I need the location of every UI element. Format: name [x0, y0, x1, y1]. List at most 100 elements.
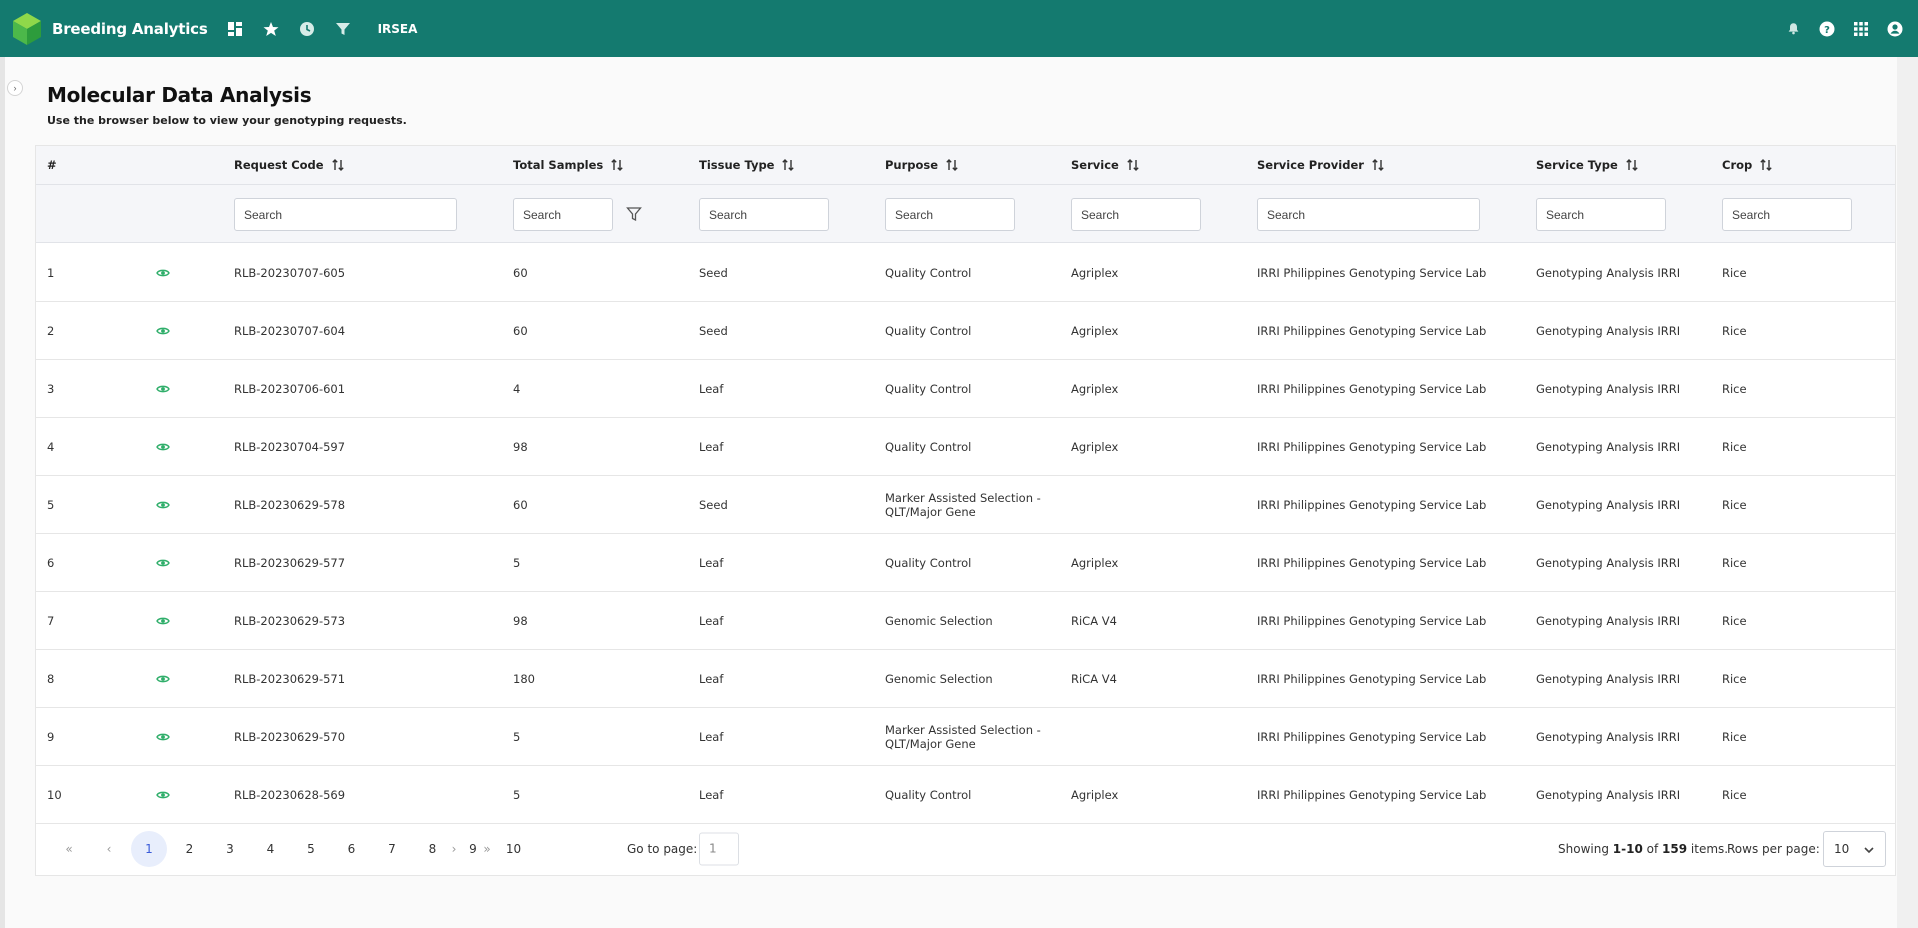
apps-grid-icon[interactable]: [1852, 20, 1870, 38]
cell-purpose: Genomic Selection: [885, 613, 993, 628]
view-eye-icon[interactable]: [156, 558, 170, 568]
column-header-service[interactable]: Service: [1071, 158, 1140, 172]
cell-total-samples: 180: [513, 671, 535, 686]
sort-icon[interactable]: [1371, 158, 1385, 172]
sort-icon[interactable]: [610, 158, 624, 172]
table-row: 1 RLB-20230707-605 60 Seed Quality Control Ag…: [36, 244, 1895, 302]
view-eye-icon[interactable]: [156, 732, 170, 742]
sidebar-expand-icon[interactable]: ›: [7, 80, 23, 96]
page-button-1[interactable]: 1: [131, 830, 167, 867]
last-page-button[interactable]: »: [483, 841, 491, 856]
sort-icon[interactable]: [781, 158, 795, 172]
app-title[interactable]: Breeding Analytics: [52, 19, 208, 38]
column-header-total-samples[interactable]: Total Samples: [513, 158, 624, 172]
account-icon[interactable]: [1886, 20, 1904, 38]
search-input-purpose[interactable]: [885, 198, 1015, 231]
cell-service-provider: IRRI Philippines Genotyping Service Lab: [1257, 729, 1487, 744]
goto-page-input[interactable]: [699, 832, 739, 865]
cell-index: 2: [47, 323, 55, 338]
column-header-purpose[interactable]: Purpose: [885, 158, 959, 172]
header-divider: [36, 184, 1895, 185]
view-eye-icon[interactable]: [156, 674, 170, 684]
cell-total-samples: 60: [513, 265, 528, 280]
table-row: 8 RLB-20230629-571 180 Leaf Genomic Selectio…: [36, 650, 1895, 708]
filter-icon[interactable]: [334, 20, 352, 38]
genotyping-requests-table: # Request Code Total Samples Tissue Type Pur…: [35, 145, 1896, 876]
view-eye-icon[interactable]: [156, 384, 170, 394]
sort-icon[interactable]: [331, 158, 345, 172]
showing-summary: Showing 1-10 of 159 items.: [1558, 842, 1728, 856]
cell-service-provider: IRRI Philippines Genotyping Service Lab: [1257, 497, 1487, 512]
app-logo-icon[interactable]: [9, 11, 45, 47]
sort-icon[interactable]: [1126, 158, 1140, 172]
page-button-2[interactable]: 2: [185, 841, 194, 856]
cell-service-provider: IRRI Philippines Genotyping Service Lab: [1257, 381, 1487, 396]
sort-icon[interactable]: [945, 158, 959, 172]
search-input-tissue-type[interactable]: [699, 198, 829, 231]
column-header-tissue-type[interactable]: Tissue Type: [699, 158, 795, 172]
cell-service-type: Genotyping Analysis IRRI: [1536, 787, 1681, 802]
rows-per-page-label: Rows per page:: [1727, 841, 1820, 856]
search-input-service[interactable]: [1071, 198, 1201, 231]
cell-request-code: RLB-20230704-597: [234, 439, 346, 454]
cell-index: 5: [47, 497, 55, 512]
cell-service: Agriplex: [1071, 323, 1119, 338]
cell-index: 8: [47, 671, 55, 686]
prev-page-button[interactable]: ‹: [106, 841, 112, 856]
cell-service-provider: IRRI Philippines Genotyping Service Lab: [1257, 265, 1487, 280]
cell-crop: Rice: [1722, 671, 1747, 686]
view-eye-icon[interactable]: [156, 442, 170, 452]
filter-icon[interactable]: [626, 206, 642, 222]
cell-tissue-type: Leaf: [699, 439, 724, 454]
rows-per-page-select[interactable]: 10: [1823, 830, 1886, 867]
search-input-request-code[interactable]: [234, 198, 457, 231]
page-button-7[interactable]: 7: [388, 841, 396, 856]
next-page-button[interactable]: ›: [451, 841, 457, 856]
star-icon[interactable]: [262, 20, 280, 38]
column-header-request-code[interactable]: Request Code: [234, 158, 345, 172]
cell-total-samples: 5: [513, 787, 521, 802]
showing-prefix: Showing: [1558, 841, 1609, 856]
view-eye-icon[interactable]: [156, 326, 170, 336]
clock-icon[interactable]: [298, 20, 316, 38]
search-input-crop[interactable]: [1722, 198, 1852, 231]
page-button-6[interactable]: 6: [347, 841, 356, 856]
dashboard-icon[interactable]: [226, 20, 244, 38]
org-selector[interactable]: IRSEA: [377, 21, 418, 36]
column-header-crop[interactable]: Crop: [1722, 158, 1773, 172]
page-button-3[interactable]: 3: [226, 841, 234, 856]
column-header-service-provider[interactable]: Service Provider: [1257, 158, 1385, 172]
column-header-service-type[interactable]: Service Type: [1536, 158, 1639, 172]
rows-per-page-value: 10: [1834, 841, 1850, 856]
first-page-button[interactable]: «: [65, 841, 73, 856]
view-eye-icon[interactable]: [156, 616, 170, 626]
sort-icon[interactable]: [1759, 158, 1773, 172]
cell-purpose: Quality Control: [885, 787, 972, 802]
column-header-index: #: [47, 158, 57, 172]
cell-service-provider: IRRI Philippines Genotyping Service Lab: [1257, 323, 1487, 338]
view-eye-icon[interactable]: [156, 268, 170, 278]
sort-icon[interactable]: [1625, 158, 1639, 172]
cell-total-samples: 4: [513, 381, 521, 396]
cell-request-code: RLB-20230629-570: [234, 729, 346, 744]
page-button-5[interactable]: 5: [307, 841, 315, 856]
cell-purpose: Quality Control: [885, 555, 972, 570]
cell-service-provider: IRRI Philippines Genotyping Service Lab: [1257, 555, 1487, 570]
column-header-label: Service: [1071, 158, 1119, 172]
showing-of: of: [1646, 841, 1659, 856]
search-input-service-type[interactable]: [1536, 198, 1666, 231]
help-icon[interactable]: ?: [1818, 20, 1836, 38]
search-input-service-provider[interactable]: [1257, 198, 1480, 231]
page-button-8[interactable]: 8: [428, 841, 437, 856]
page-button-10[interactable]: 10: [505, 841, 522, 856]
page-button-9[interactable]: 9: [469, 841, 477, 856]
bell-icon[interactable]: [1784, 20, 1802, 38]
view-eye-icon[interactable]: [156, 790, 170, 800]
cell-request-code: RLB-20230629-577: [234, 555, 346, 570]
page-button-4[interactable]: 4: [266, 841, 275, 856]
cell-request-code: RLB-20230707-604: [234, 323, 346, 338]
search-input-total-samples[interactable]: [513, 198, 613, 231]
table-row: 10 RLB-20230628-569 5 Leaf Quality Control Ag…: [36, 766, 1895, 824]
cell-tissue-type: Seed: [699, 497, 728, 512]
view-eye-icon[interactable]: [156, 500, 170, 510]
